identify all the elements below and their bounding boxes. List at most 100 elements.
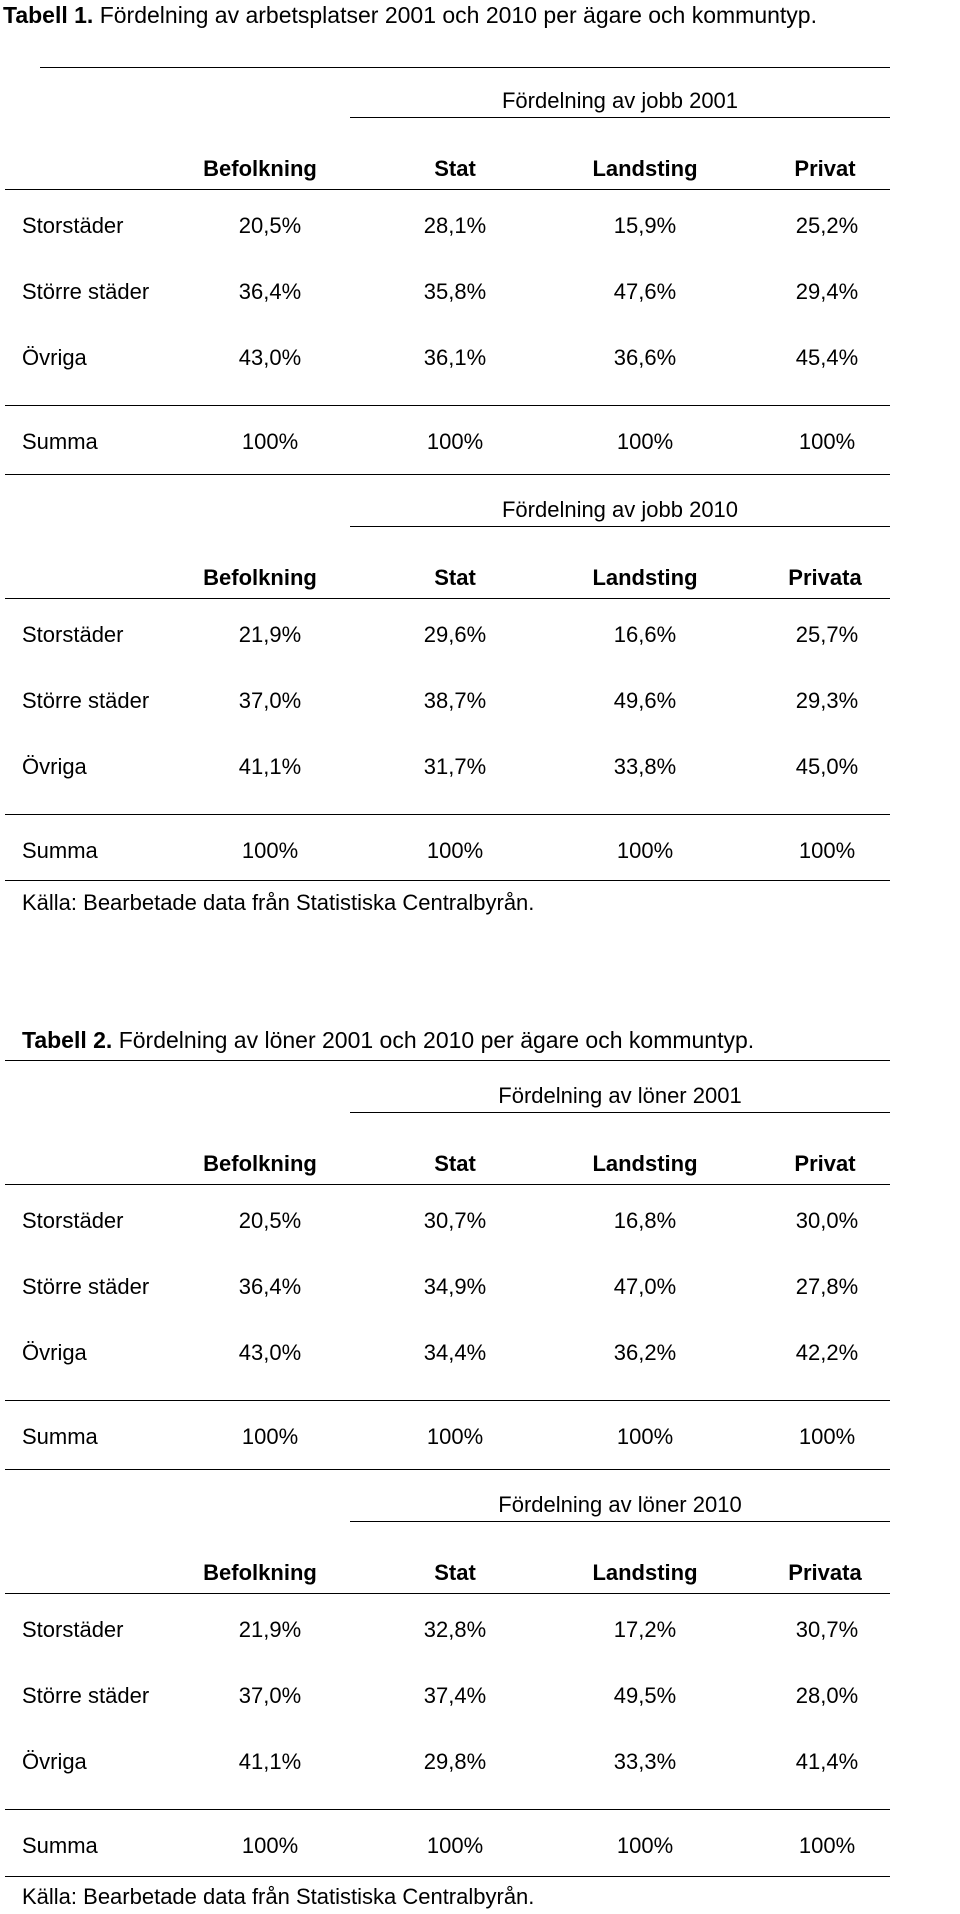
table-cell: 36,4% xyxy=(238,1274,302,1299)
table-cell: 29,8% xyxy=(423,1749,487,1774)
table-cell: 100% xyxy=(616,1424,674,1449)
table-cell: 34,9% xyxy=(423,1274,487,1299)
table-cell: 47,6% xyxy=(613,279,677,304)
table2-bottom-rule xyxy=(5,1876,890,1877)
table-row-label: Övriga xyxy=(22,1749,87,1774)
table-row-label: Större städer xyxy=(22,688,150,713)
table-cell: 30,7% xyxy=(795,1617,859,1642)
table1-caption-text: Fördelning av arbetsplatser 2001 och 201… xyxy=(93,2,817,28)
table2-2001-col-header: Privat xyxy=(794,1151,856,1176)
table1-2010-title-rule xyxy=(350,526,890,527)
table-cell: 29,3% xyxy=(795,688,859,713)
table2-source-note: Källa: Bearbetade data från Statistiska … xyxy=(22,1884,535,1909)
table-cell: 41,1% xyxy=(238,754,302,779)
table-cell: 17,2% xyxy=(613,1617,677,1642)
table-cell: 42,2% xyxy=(795,1340,859,1365)
table2-2001-title-rule xyxy=(350,1112,890,1113)
table2-2010-col-header: Stat xyxy=(434,1560,476,1585)
table2-2001-col-header: Befolkning xyxy=(203,1151,317,1176)
table-cell: 100% xyxy=(616,1833,674,1858)
table2-2001-title: Fördelning av löner 2001 xyxy=(498,1083,742,1108)
table1-2001-col-header: Landsting xyxy=(592,156,698,181)
table-cell: 41,1% xyxy=(238,1749,302,1774)
table-cell: 34,4% xyxy=(423,1340,487,1365)
table-cell: 20,5% xyxy=(238,213,302,238)
table-cell: 100% xyxy=(241,429,299,454)
table1-2010-title: Fördelning av jobb 2010 xyxy=(501,497,739,522)
table1-2001-col-header: Privat xyxy=(794,156,856,181)
table-cell: 100% xyxy=(241,1833,299,1858)
table-cell: 35,8% xyxy=(423,279,487,304)
table-cell: 36,6% xyxy=(613,345,677,370)
table-row-label: Storstäder xyxy=(22,1208,124,1233)
table-row-label: Summa xyxy=(22,1424,98,1449)
table1-source-note: Källa: Bearbetade data från Statistiska … xyxy=(22,890,535,915)
table-row-label: Större städer xyxy=(22,1274,150,1299)
table-cell: 25,7% xyxy=(795,622,859,647)
table-cell: 100% xyxy=(241,1424,299,1449)
table-cell: 100% xyxy=(798,838,856,863)
table1-2001-title-rule xyxy=(350,117,890,118)
table-cell: 45,4% xyxy=(795,345,859,370)
table-cell: 100% xyxy=(616,429,674,454)
table1-bottom-rule xyxy=(5,880,890,881)
table1-2010-col-header: Privata xyxy=(788,565,862,590)
table-cell: 49,6% xyxy=(613,688,677,713)
table-cell: 38,7% xyxy=(423,688,487,713)
table-cell: 41,4% xyxy=(795,1749,859,1774)
table1-2001-bottom-rule xyxy=(5,474,890,475)
table1-2001-title: Fördelning av jobb 2001 xyxy=(501,88,739,113)
table-row-label: Övriga xyxy=(22,754,87,779)
table-cell: 36,2% xyxy=(613,1340,677,1365)
table2-caption-text: Fördelning av löner 2001 och 2010 per äg… xyxy=(112,1027,755,1053)
table1-2010-header-rule xyxy=(5,598,890,599)
table2-caption: Tabell 2. Fördelning av löner 2001 och 2… xyxy=(22,1027,754,1054)
table-cell: 30,0% xyxy=(795,1208,859,1233)
table-row-label: Storstäder xyxy=(22,622,124,647)
table2-2010-header-rule xyxy=(5,1593,890,1594)
table-cell: 100% xyxy=(798,1833,856,1858)
table-cell: 31,7% xyxy=(423,754,487,779)
table-cell: 32,8% xyxy=(423,1617,487,1642)
table-cell: 47,0% xyxy=(613,1274,677,1299)
table-cell: 37,0% xyxy=(238,688,302,713)
table-row-label: Övriga xyxy=(22,1340,87,1365)
table-cell: 33,3% xyxy=(613,1749,677,1774)
table-cell: 27,8% xyxy=(795,1274,859,1299)
table2-top-rule xyxy=(5,1060,890,1061)
table-cell: 16,6% xyxy=(613,622,677,647)
table-cell: 100% xyxy=(241,838,299,863)
table-cell: 49,5% xyxy=(613,1683,677,1708)
table-cell: 100% xyxy=(426,1424,484,1449)
table-cell: 33,8% xyxy=(613,754,677,779)
table1-caption-label: Tabell 1. xyxy=(3,2,94,28)
table-row-label: Större städer xyxy=(22,279,150,304)
table-cell: 28,1% xyxy=(423,213,487,238)
table-cell: 36,4% xyxy=(238,279,302,304)
table-cell: 21,9% xyxy=(238,1617,302,1642)
table1-caption: Tabell 1. Fördelning av arbetsplatser 20… xyxy=(3,2,817,29)
table-cell: 45,0% xyxy=(795,754,859,779)
table1-top-rule xyxy=(40,67,890,68)
table-cell: 15,9% xyxy=(613,213,677,238)
table-row-label: Större städer xyxy=(22,1683,150,1708)
table-cell: 37,0% xyxy=(238,1683,302,1708)
table2-2001-sum-rule xyxy=(5,1400,890,1401)
table-cell: 36,1% xyxy=(423,345,487,370)
table2-2010-col-header: Befolkning xyxy=(203,1560,317,1585)
table2-2010-title-rule xyxy=(350,1521,890,1522)
table-cell: 29,6% xyxy=(423,622,487,647)
table2-2001-col-header: Stat xyxy=(434,1151,476,1176)
table1-2010-col-header: Stat xyxy=(434,565,476,590)
table-cell: 100% xyxy=(798,429,856,454)
table2-2001-bottom-rule xyxy=(5,1469,890,1470)
table-cell: 43,0% xyxy=(238,1340,302,1365)
table-cell: 16,8% xyxy=(613,1208,677,1233)
table2-2010-col-header: Landsting xyxy=(592,1560,698,1585)
table-cell: 20,5% xyxy=(238,1208,302,1233)
table1-2001-header-rule xyxy=(5,189,890,190)
table1-2010-sum-rule xyxy=(5,814,890,815)
table2-2001-col-header: Landsting xyxy=(592,1151,698,1176)
table-row-label: Storstäder xyxy=(22,213,124,238)
table-row-label: Summa xyxy=(22,838,98,863)
